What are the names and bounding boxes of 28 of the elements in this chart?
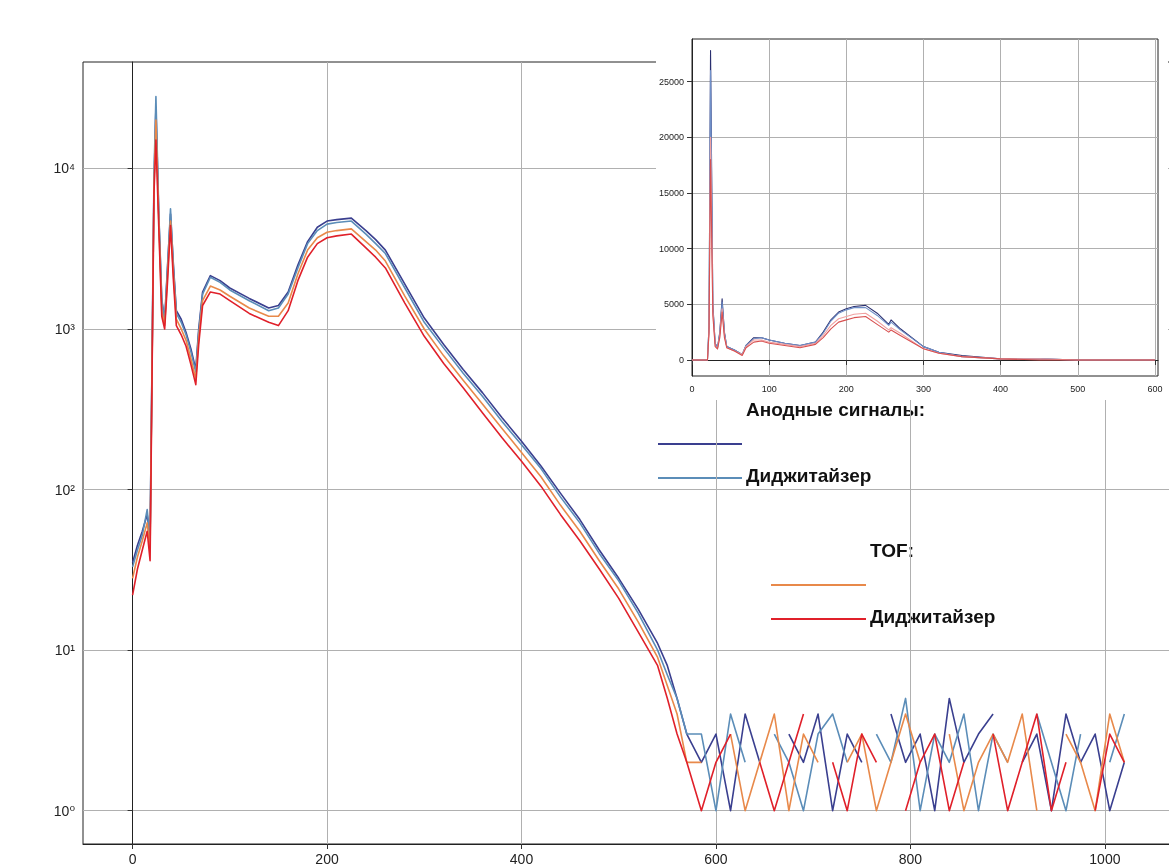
x-tick-label: 200	[838, 383, 854, 394]
legend-label: Диджитайзер	[870, 606, 996, 627]
y-tick-label: 10²	[54, 481, 76, 498]
x-tick-label: 400	[993, 383, 1009, 394]
x-tick-label: 300	[915, 383, 931, 394]
y-tick-label: 5000	[664, 299, 685, 310]
y-tick-label: 20000	[659, 132, 685, 143]
y-tick-label: 0	[679, 354, 685, 365]
x-tick-label: 600	[704, 851, 728, 864]
x-tick-label: 1000	[1089, 851, 1121, 864]
x-tick-label: 200	[315, 851, 339, 864]
x-tick-label: 500	[1070, 383, 1086, 394]
annotation: TOF:	[870, 540, 914, 561]
x-tick-label: 400	[509, 851, 534, 864]
y-tick-label: 15000	[659, 187, 685, 198]
y-tick-label: 10³	[54, 320, 76, 337]
x-tick-label: 800	[898, 851, 923, 864]
y-tick-label: 10⁰	[53, 802, 76, 819]
y-tick-label: 10000	[659, 243, 685, 254]
legend-title: Анодные сигналы:	[746, 399, 925, 420]
x-tick-label: 100	[761, 383, 777, 394]
y-tick-label: 10¹	[54, 642, 76, 659]
legend-label: Диджитайзер	[746, 465, 872, 486]
x-tick-label: 0	[128, 851, 137, 864]
y-tick-label: 10⁴	[53, 160, 75, 177]
x-tick-label: 0	[689, 383, 695, 394]
x-tick-label: 600	[1147, 383, 1163, 394]
y-tick-label: 25000	[659, 76, 685, 87]
